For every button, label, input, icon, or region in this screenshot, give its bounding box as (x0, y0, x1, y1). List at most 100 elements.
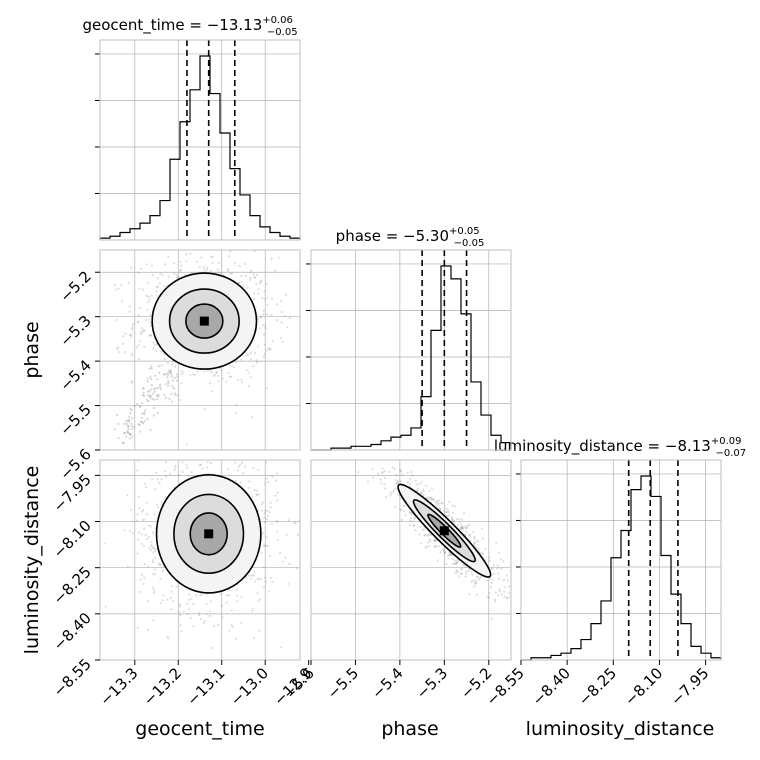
sample-point (259, 327, 262, 330)
sample-point (234, 360, 237, 364)
sample-point (206, 466, 209, 469)
sample-point (442, 550, 446, 553)
histogram-luminosity_distance (521, 475, 722, 661)
sample-point (156, 378, 159, 381)
sample-point (136, 320, 140, 323)
sample-point (143, 413, 146, 416)
sample-point (262, 309, 265, 312)
y-tick-label: −8.55 (50, 655, 95, 700)
sample-point (188, 608, 191, 611)
y-tick-label: −5.4 (56, 356, 94, 394)
sample-point (198, 442, 200, 444)
sample-point (131, 352, 134, 355)
sample-point (180, 629, 183, 633)
sample-point (411, 520, 414, 523)
sample-point (435, 539, 438, 542)
sample-point (281, 560, 285, 563)
sample-point (276, 319, 279, 322)
sample-point (307, 487, 309, 489)
sample-point (458, 518, 461, 521)
sample-point (502, 560, 505, 563)
sample-point (261, 532, 265, 535)
sample-point (240, 381, 244, 384)
sample-point (154, 488, 157, 491)
sample-point (485, 579, 488, 582)
sample-point (220, 368, 223, 371)
scatter-geocent_time-luminosity_distance (103, 428, 309, 650)
sample-point (129, 407, 132, 410)
sample-point (198, 611, 201, 615)
sample-point (468, 568, 471, 571)
sample-point (496, 567, 499, 570)
sample-point (137, 538, 140, 541)
sample-point (257, 493, 261, 496)
sample-point (484, 547, 487, 550)
sample-point (113, 428, 116, 431)
sample-point (190, 471, 193, 474)
sample-point (154, 549, 157, 553)
sample-point (280, 310, 284, 314)
sample-point (130, 333, 133, 336)
sample-point (255, 359, 258, 362)
sample-point (165, 372, 168, 375)
sample-point (128, 437, 131, 440)
sample-point (451, 562, 454, 565)
sample-point (168, 435, 170, 437)
sample-point (256, 592, 259, 595)
sample-point (217, 271, 220, 274)
sample-point (263, 512, 267, 515)
sample-point (146, 380, 149, 383)
sample-point (177, 275, 180, 279)
sample-point (181, 470, 184, 474)
sample-point (433, 539, 436, 543)
y-tick-label: −5.5 (56, 401, 94, 439)
sample-point (441, 502, 444, 505)
sample-point (139, 267, 143, 270)
sample-point (477, 547, 480, 550)
sample-point (147, 295, 150, 298)
sample-point (113, 283, 116, 286)
sample-point (121, 342, 125, 345)
sample-point (185, 253, 188, 256)
sample-point (262, 313, 265, 316)
sample-point (384, 495, 387, 499)
sample-point (127, 432, 130, 435)
sample-point (399, 469, 403, 472)
sample-point (138, 590, 141, 593)
sample-point (234, 243, 236, 245)
sample-point (128, 310, 131, 313)
sample-point (141, 387, 145, 390)
sample-point (210, 371, 213, 374)
sample-point (481, 537, 485, 540)
sample-point (460, 518, 463, 521)
sample-point (154, 349, 158, 352)
sample-point (152, 388, 156, 391)
sample-point (447, 514, 451, 517)
sample-point (139, 340, 142, 343)
sample-point (447, 511, 450, 514)
sample-point (140, 533, 144, 536)
sample-point (257, 318, 260, 321)
sample-point (266, 509, 269, 513)
sample-point (230, 272, 234, 275)
sample-point (168, 397, 171, 400)
sample-point (140, 510, 144, 513)
sample-point (244, 274, 247, 278)
sample-point (479, 575, 482, 578)
sample-point (225, 380, 228, 383)
sample-point (187, 447, 189, 449)
sample-point (229, 428, 231, 430)
panel-frame-phase-luminosity_distance (310, 459, 512, 661)
sample-point (130, 408, 133, 412)
sample-point (237, 465, 240, 468)
sample-point (153, 572, 156, 575)
sample-point (389, 491, 393, 495)
sample-point (155, 285, 159, 289)
sample-point (468, 533, 471, 536)
sample-point (269, 348, 272, 351)
sample-point (199, 594, 202, 597)
sample-point (407, 480, 410, 484)
sample-point (506, 596, 510, 599)
sample-point (379, 478, 382, 481)
sample-point (174, 394, 177, 397)
